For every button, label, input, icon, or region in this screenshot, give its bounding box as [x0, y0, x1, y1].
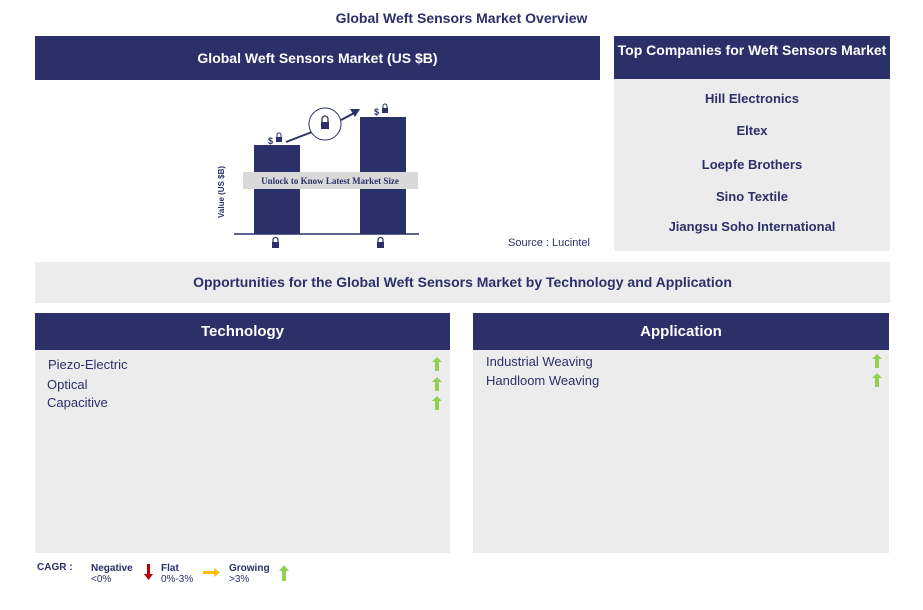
company-item: Jiangsu Soho International — [668, 219, 836, 234]
flat-arrow-icon — [203, 568, 220, 577]
growing-arrow-icon — [432, 357, 442, 371]
legend-label: CAGR : — [37, 562, 73, 573]
company-item: Hill Electronics — [705, 91, 799, 106]
technology-item: Capacitive — [47, 395, 108, 410]
companies-list: Hill Electronics Eltex Loepfe Brothers S… — [614, 79, 890, 251]
legend-growing-title: Growing — [229, 563, 270, 574]
legend-negative: Negative <0% — [91, 563, 133, 585]
company-item: Eltex — [736, 123, 768, 138]
technology-item: Piezo-Electric — [48, 357, 128, 372]
technology-item: Optical — [47, 377, 88, 392]
growing-arrow-icon — [432, 396, 442, 410]
market-chart: Value (US $B) $ $ Unlock to Know Latest … — [200, 90, 440, 260]
growing-arrow-icon — [432, 377, 442, 391]
negative-arrow-icon — [144, 564, 153, 580]
svg-text:Unlock to Know Latest Market S: Unlock to Know Latest Market Size — [261, 176, 399, 186]
technology-list: Piezo-Electric Optical Capacitive — [35, 350, 450, 553]
legend-flat-range: 0%-3% — [161, 574, 194, 585]
legend-negative-range: <0% — [91, 574, 112, 585]
svg-text:$: $ — [374, 107, 379, 117]
application-item: Industrial Weaving — [486, 354, 593, 369]
source-label: Source : Lucintel — [508, 237, 590, 249]
growing-arrow-icon — [872, 373, 882, 387]
growing-arrow-icon — [279, 565, 289, 581]
bar-chart-graphic: Value (US $B) $ $ Unlock to Know Latest … — [217, 103, 419, 248]
company-item: Loepfe Brothers — [701, 157, 803, 172]
application-item: Handloom Weaving — [486, 373, 600, 388]
growing-arrow-icon — [872, 354, 882, 368]
svg-text:Value (US $B): Value (US $B) — [217, 166, 226, 218]
legend-flat: Flat 0%-3% — [161, 563, 193, 585]
application-list: Industrial Weaving Handloom Weaving — [473, 350, 889, 553]
legend-negative-title: Negative — [91, 563, 133, 574]
opportunities-banner: Opportunities for the Global Weft Sensor… — [35, 262, 890, 303]
page-title: Global Weft Sensors Market Overview — [335, 10, 588, 26]
svg-text:$: $ — [268, 136, 273, 146]
companies-header: Top Companies for Weft Sensors Market — [614, 36, 890, 79]
legend-growing: Growing >3% — [229, 563, 270, 585]
company-item: Sino Textile — [716, 189, 788, 204]
market-chart-header: Global Weft Sensors Market (US $B) — [35, 36, 600, 80]
legend-flat-title: Flat — [161, 563, 179, 574]
technology-header: Technology — [35, 313, 450, 350]
application-header: Application — [473, 313, 889, 350]
legend-growing-range: >3% — [229, 574, 250, 585]
